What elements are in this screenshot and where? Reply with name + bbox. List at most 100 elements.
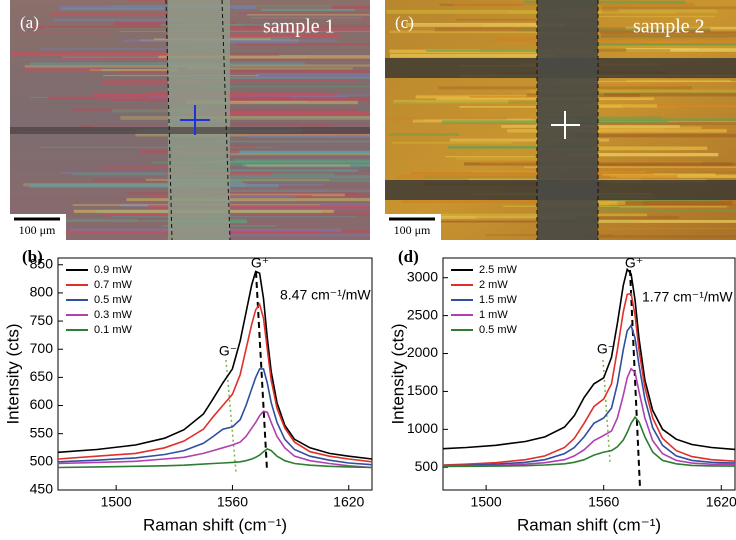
streak: [231, 27, 370, 32]
streak: [52, 18, 184, 22]
panel-label: (d): [398, 247, 419, 266]
spectrum-line: [57, 368, 373, 466]
streak: [215, 57, 369, 61]
streak: [507, 129, 727, 133]
streak: [158, 55, 370, 59]
streak: [563, 80, 736, 82]
streak: [494, 37, 736, 42]
streak: [602, 6, 736, 10]
streak: [248, 166, 359, 168]
edge-line: [165, 0, 173, 241]
streak: [117, 70, 371, 73]
x-tick-label: 1500: [471, 494, 502, 510]
streak: [187, 233, 370, 237]
y-tick-label: 500: [415, 458, 439, 474]
streak: [29, 62, 305, 66]
streak: [600, 33, 736, 38]
streak: [388, 133, 460, 136]
streak: [212, 40, 299, 44]
streak: [111, 108, 206, 113]
legend-label: 0.9 mW: [94, 264, 133, 276]
plot-frame: [442, 257, 736, 491]
legend-label: 1 mW: [479, 309, 508, 321]
streak: [187, 183, 324, 186]
scale-label: 100 μm: [394, 223, 431, 237]
edge-line: [221, 0, 231, 241]
streak: [61, 172, 196, 174]
spectrum-line: [442, 292, 736, 466]
streak: [214, 140, 370, 143]
streak: [119, 30, 370, 32]
streak: [185, 100, 358, 105]
streak: [394, 102, 590, 104]
streak: [233, 132, 370, 136]
streak: [548, 15, 715, 18]
streak: [586, 227, 736, 230]
streak: [581, 128, 736, 130]
streak: [410, 172, 654, 175]
legend-label: 0.1 mW: [94, 324, 133, 336]
streak: [625, 26, 736, 30]
y-tick-label: 3000: [407, 268, 438, 284]
scale-label: 100 μm: [19, 223, 56, 237]
y-axis-label: Intensity (cts): [388, 323, 407, 424]
streak: [618, 9, 718, 13]
streak: [390, 53, 558, 58]
streak: [59, 5, 257, 9]
streak: [386, 9, 603, 14]
legend-label: 0.7 mW: [94, 279, 133, 291]
streak: [450, 138, 609, 142]
streak: [584, 43, 736, 46]
streak: [426, 50, 540, 52]
streak: [405, 220, 639, 223]
streak: [99, 82, 215, 85]
x-tick-label: 1560: [588, 494, 619, 510]
x-axis-label: Raman shift (cm⁻¹): [143, 515, 287, 534]
plot-frame: [57, 257, 373, 491]
streak: [168, 135, 336, 137]
spectrum-line: [57, 447, 373, 469]
streak: [234, 159, 370, 163]
streak: [215, 111, 370, 115]
y-tick-label: 450: [30, 481, 54, 497]
x-tick-label: 1620: [706, 494, 736, 510]
streak: [251, 6, 370, 9]
streak: [583, 235, 736, 238]
streak: [401, 200, 612, 204]
streak: [567, 152, 719, 157]
streak: [28, 183, 279, 188]
streak: [626, 79, 731, 83]
streak: [228, 188, 370, 192]
legend-label: 1.5 mW: [479, 294, 518, 306]
streak: [598, 126, 702, 130]
streak: [574, 133, 736, 138]
streak: [190, 178, 370, 183]
streak: [389, 30, 578, 34]
streak: [589, 209, 736, 212]
annotation: 1.77 cm⁻¹/mW: [642, 289, 733, 305]
streak: [405, 22, 566, 27]
spectrum-line: [442, 415, 736, 468]
streak: [60, 7, 167, 11]
streak: [604, 93, 736, 97]
streak: [524, 166, 736, 169]
streak: [517, 29, 711, 32]
y-tick-label: 550: [30, 424, 54, 440]
wire: [10, 127, 370, 134]
streak: [103, 79, 357, 82]
y-tick-label: 750: [30, 312, 54, 328]
annotation: G⁺: [625, 255, 643, 271]
legend-label: 0.5 mW: [94, 294, 133, 306]
spectrum-line: [57, 410, 373, 469]
y-tick-label: 2500: [407, 306, 438, 322]
y-tick-label: 850: [30, 255, 54, 271]
streak: [111, 216, 356, 218]
streak: [238, 12, 370, 15]
streak: [550, 146, 708, 151]
streak: [10, 219, 145, 221]
x-axis-label: Raman shift (cm⁻¹): [517, 515, 661, 534]
streak: [48, 220, 231, 222]
streak: [49, 12, 224, 15]
y-tick-label: 500: [30, 453, 54, 469]
